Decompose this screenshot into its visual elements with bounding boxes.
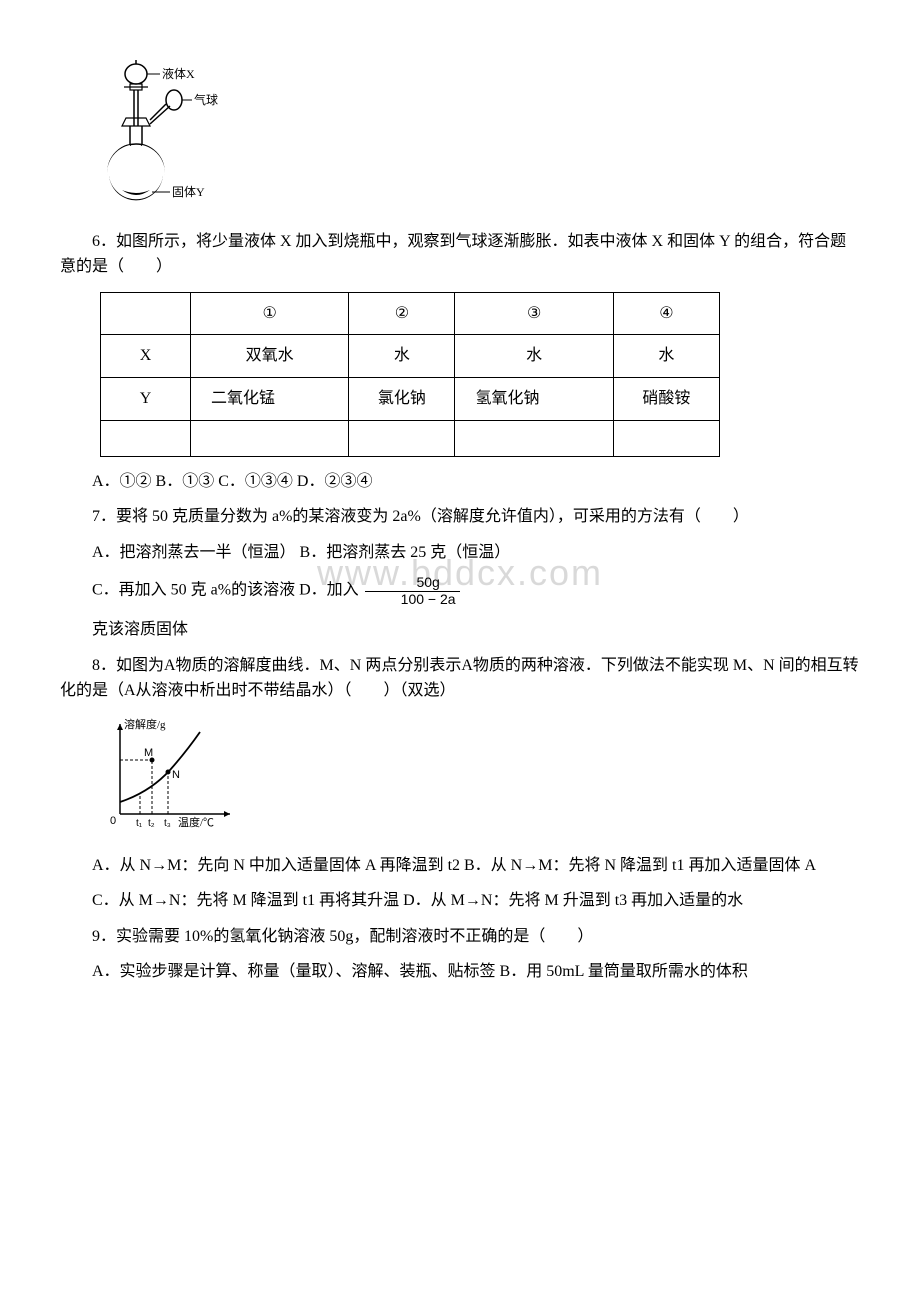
chart-xlabel: 温度/℃ [178, 815, 214, 829]
chart-tick-t3: t₃ [164, 818, 171, 829]
table-header-4: ④ [613, 292, 719, 335]
table-cell: 双氧水 [191, 335, 349, 378]
table-cell: 水 [613, 335, 719, 378]
q7-option-ab: A．把溶剂蒸去一半（恒温） B．把溶剂蒸去 25 克（恒温） [60, 540, 860, 566]
table-cell: 水 [455, 335, 613, 378]
apparatus-solid-label: 固体Y [172, 185, 205, 199]
fraction-denominator: 100 − 2a [365, 592, 460, 607]
apparatus-liquid-label: 液体X [162, 66, 195, 81]
table-header-2: ② [349, 292, 455, 335]
table-cell-empty [101, 420, 191, 456]
chart-point-n: N [172, 769, 180, 781]
q7-fraction: 50g 100 − 2a [365, 575, 460, 607]
solubility-chart: 溶解度/g M N t₁ t₂ t₃ 温度/℃ 0 [100, 714, 860, 843]
q7-cd-prefix: C．再加入 50 克 a%的该溶液 D．加入 [92, 582, 359, 599]
q9-option-ab: A．实验步骤是计算、称量（量取）、溶解、装瓶、贴标签 B．用 50mL 量筒量取… [60, 959, 860, 985]
table-header-3: ③ [455, 292, 613, 335]
table-cell: 水 [349, 335, 455, 378]
chart-tick-t2: t₂ [148, 818, 155, 829]
table-header-1: ① [191, 292, 349, 335]
table-row-y-label: Y [101, 377, 191, 420]
table-cell: 硝酸铵 [613, 377, 719, 420]
q6-text: 6．如图所示，将少量液体 X 加入到烧瓶中，观察到气球逐渐膨胀．如表中液体 X … [60, 229, 860, 280]
chart-ylabel: 溶解度/g [124, 717, 166, 731]
q8-option-ab: A．从 N→M：先向 N 中加入适量固体 A 再降温到 t2 B．从 N→M：先… [60, 853, 860, 879]
table-cell-empty [455, 420, 613, 456]
q7-option-cd: C．再加入 50 克 a%的该溶液 D．加入 50g 100 − 2a [60, 575, 860, 607]
q7-text: 7．要将 50 克质量分数为 a%的某溶液变为 2a%（溶解度允许值内），可采用… [60, 504, 860, 530]
table-cell-empty [349, 420, 455, 456]
table-cell: 二氧化锰 [191, 377, 349, 420]
table-cell-empty [191, 420, 349, 456]
table-header-blank [101, 292, 191, 335]
chart-origin: 0 [110, 815, 116, 827]
apparatus-balloon-label: 气球 [194, 92, 218, 107]
table-cell: 氯化钠 [349, 377, 455, 420]
q6-options: A．①② B．①③ C．①③④ D．②③④ [60, 469, 860, 495]
q8-text: 8．如图为A物质的溶解度曲线．M、N 两点分别表示A物质的两种溶液．下列做法不能… [60, 653, 860, 704]
q8-option-cd: C．从 M→N：先将 M 降温到 t1 再将其升温 D．从 M→N：先将 M 升… [60, 888, 860, 914]
q7-trailing: 克该溶质固体 [60, 617, 860, 643]
fraction-numerator: 50g [365, 575, 460, 591]
table-cell-empty [613, 420, 719, 456]
table-cell: 氢氧化钠 [455, 377, 613, 420]
chart-point-m: M [144, 747, 153, 759]
chart-tick-t1: t₁ [136, 818, 143, 829]
table-row-x-label: X [101, 335, 191, 378]
apparatus-diagram: 液体X 气球 固体Y [100, 60, 860, 219]
q6-table: ① ② ③ ④ X 双氧水 水 水 水 Y 二氧化锰 氯化钠 氢氧化钠 硝酸铵 [100, 292, 720, 457]
q9-text: 9．实验需要 10%的氢氧化钠溶液 50g，配制溶液时不正确的是（ ） [60, 924, 860, 950]
